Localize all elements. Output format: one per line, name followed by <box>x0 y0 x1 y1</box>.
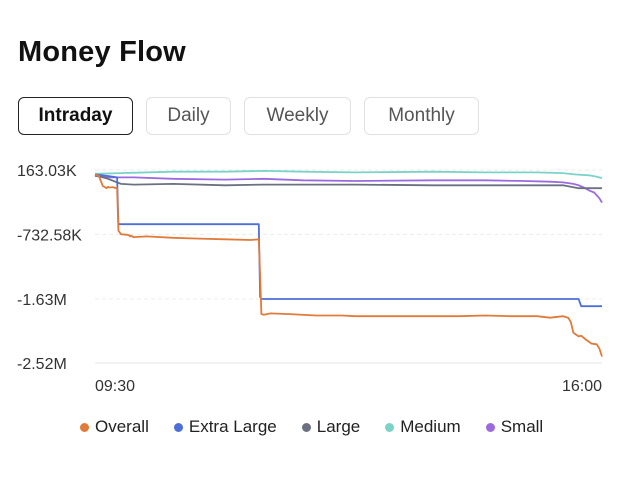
series-line-medium <box>94 169 603 179</box>
series-line-extra-large <box>94 173 602 308</box>
period-tabs: Intraday Daily Weekly Monthly <box>18 97 479 135</box>
legend-dot-large <box>301 422 311 432</box>
legend-item-small[interactable]: Small <box>485 417 544 437</box>
y-tick-label: -732.58K <box>17 227 82 244</box>
legend-item-medium[interactable]: Medium <box>385 417 461 437</box>
legend-label-overall: Overall <box>95 417 149 436</box>
chart-legend: Overall Extra Large Large Medium Small <box>80 417 543 437</box>
y-tick-label: -1.63M <box>17 292 67 309</box>
legend-label-large: Large <box>316 417 361 436</box>
x-tick-label: 09:30 <box>95 378 135 395</box>
y-tick-label: 163.03K <box>17 163 77 180</box>
money-flow-chart: 163.03K -732.58K -1.63M -2.52M 09:30 16:00 <box>17 163 603 395</box>
legend-item-extra-large[interactable]: Extra Large <box>173 417 277 437</box>
legend-label-medium: Medium <box>400 417 461 436</box>
legend-item-large[interactable]: Large <box>301 417 361 437</box>
legend-label-extra-large: Extra Large <box>188 417 277 436</box>
legend-dot-medium <box>385 422 395 432</box>
tab-monthly[interactable]: Monthly <box>364 97 479 135</box>
series-line-overall <box>94 173 603 357</box>
x-tick-label: 16:00 <box>562 378 602 395</box>
legend-dot-overall <box>80 422 89 432</box>
legend-dot-extra-large <box>173 422 183 432</box>
y-tick-label: -2.52M <box>17 356 67 373</box>
tab-daily[interactable]: Daily <box>146 97 231 135</box>
legend-dot-small <box>485 422 495 432</box>
series-line-large <box>94 174 602 190</box>
legend-label-small: Small <box>500 417 544 436</box>
tab-intraday[interactable]: Intraday <box>18 97 133 135</box>
page-title: Money Flow <box>18 36 186 68</box>
tab-weekly[interactable]: Weekly <box>244 97 351 135</box>
series-line-small <box>94 175 603 204</box>
legend-item-overall[interactable]: Overall <box>80 417 149 437</box>
